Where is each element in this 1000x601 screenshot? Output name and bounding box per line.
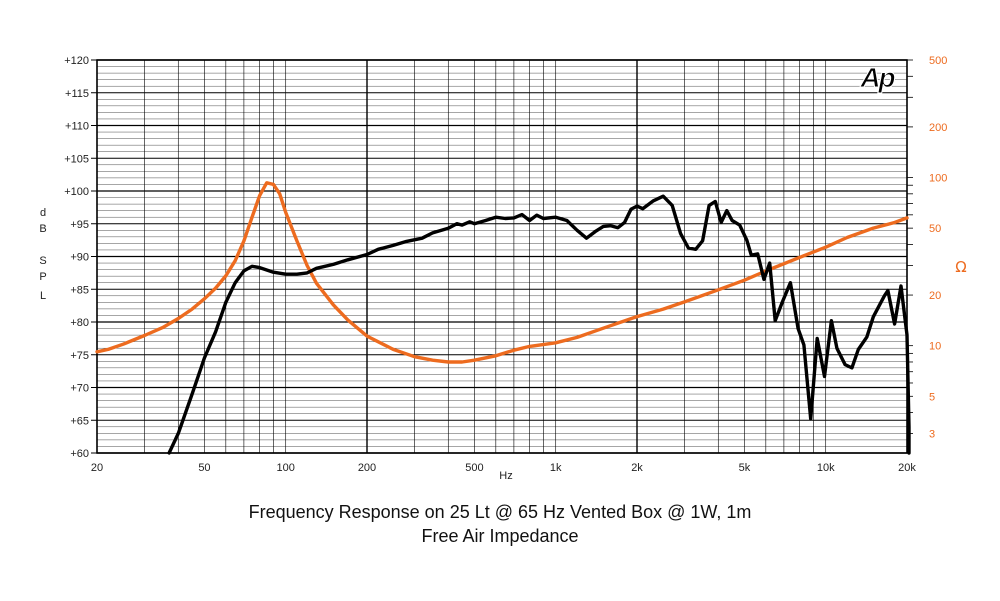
y-left-tick-label: +70 (70, 383, 89, 395)
y-left-tick-label: +80 (70, 317, 89, 329)
y-left-label-letter: B (39, 223, 46, 235)
y-right-tick-label: 100 (929, 173, 947, 185)
y-right-tick-label: 50 (929, 223, 941, 235)
y-right-tick-label: 5 (929, 391, 935, 403)
spl-series (167, 194, 911, 455)
x-tick-label: 20k (898, 462, 916, 474)
grid (96, 59, 908, 454)
y-right-tick-label: 20 (929, 290, 941, 302)
x-tick-label: 100 (277, 462, 295, 474)
x-tick-label: 200 (358, 462, 376, 474)
y-right-tick-label: 10 (929, 341, 941, 353)
y-left-tick-label: +65 (70, 415, 89, 427)
impedance-series (95, 181, 909, 364)
x-tick-label: 20 (91, 462, 103, 474)
y-right-axis-label: Ω (955, 258, 966, 276)
x-tick-label: 1k (550, 462, 562, 474)
y-left-tick-labels: +120 +115 +110 +105 +100 +95 +90 +85 +80 +75 +70 +6… (64, 55, 97, 460)
y-left-label-letter: S (39, 255, 46, 267)
y-left-tick-label: +110 (65, 121, 89, 133)
x-tick-label: 2k (631, 462, 643, 474)
y-left-axis-label: dB SPL (39, 207, 46, 302)
y-right-tick-label: 200 (929, 122, 947, 134)
chart-subtitle: Free Air Impedance (421, 526, 579, 546)
ap-logo: Ap (859, 62, 898, 94)
logo-text: Ap (859, 62, 895, 93)
chart-title: Frequency Response on 25 Lt @ 65 Hz Vent… (248, 502, 752, 522)
y-left-tick-label: +75 (70, 350, 89, 362)
y-left-tick-label: +100 (64, 186, 89, 198)
y-right-tick-label: 500 (929, 55, 947, 67)
y-right-tick-label: 3 (929, 429, 935, 441)
x-tick-label: 50 (198, 462, 210, 474)
x-tick-label: 500 (465, 462, 483, 474)
impedance-curve (95, 181, 909, 364)
y-left-label-letter: P (39, 271, 46, 283)
y-left-tick-label: +115 (65, 88, 89, 100)
x-tick-labels: 20 50 100 200 500 1k 2k 5k 10k 20k (91, 462, 916, 474)
y-left-label-letter: L (40, 290, 46, 302)
x-tick-label: 5k (739, 462, 751, 474)
y-right-tick-labels: 500 200 100 50 20 10 5 3 (907, 55, 947, 441)
y-left-tick-label: +60 (70, 448, 89, 460)
y-left-tick-label: +85 (70, 284, 89, 296)
y-left-tick-label: +90 (70, 252, 89, 264)
y-left-tick-label: +105 (64, 153, 89, 165)
x-tick-label: 10k (817, 462, 835, 474)
y-left-tick-label: +120 (64, 55, 89, 67)
spl-curve (167, 194, 911, 455)
y-left-tick-label: +95 (70, 219, 89, 231)
y-left-label-letter: d (40, 207, 46, 219)
x-axis-label: Hz (499, 470, 512, 482)
